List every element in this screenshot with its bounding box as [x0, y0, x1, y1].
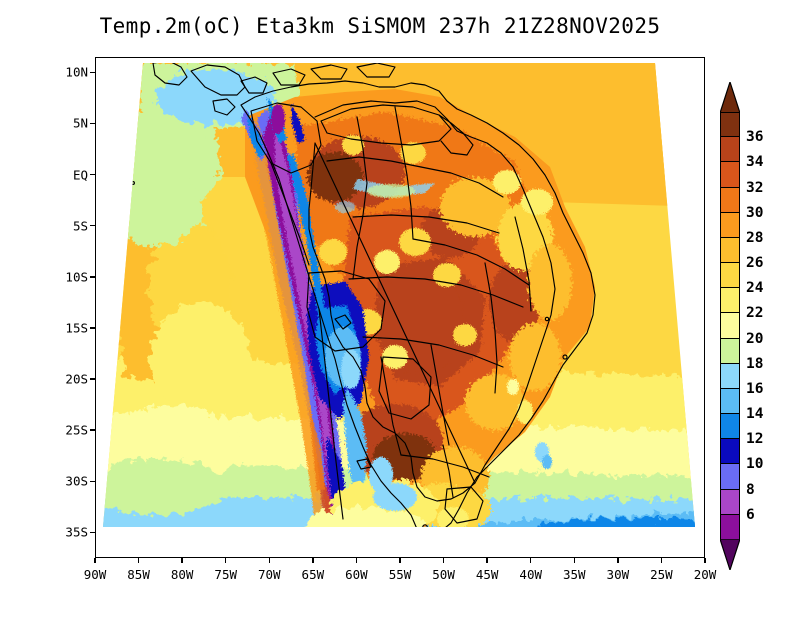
lon-tick [442, 558, 445, 563]
lon-label-40W: 40W [519, 567, 542, 582]
colorbar-band[interactable] [720, 112, 740, 138]
lon-label-55W: 55W [388, 567, 412, 582]
lon-label-80W: 80W [170, 567, 194, 582]
lon-tick [399, 558, 401, 563]
lat-label-10S: 10S [65, 269, 88, 285]
colorbar-label-30: 30 [746, 204, 764, 221]
colorbar-label-24: 24 [746, 280, 764, 297]
colorbar-band[interactable] [720, 212, 740, 238]
map-panel [95, 57, 705, 558]
lon-tick [268, 558, 270, 563]
colorbar-band[interactable] [720, 388, 740, 415]
colorbar[interactable]: 36 34 32 30 28 26 24 22 20 18 16 14 12 10 8 6 [719, 80, 763, 572]
figure-title: Temp.2m(oC) Eta3km SiSMOM 237h 21Z28NOV2… [99, 14, 661, 38]
colorbar-label-34: 34 [746, 154, 764, 171]
lon-tick [94, 558, 96, 563]
colorbar-band[interactable] [720, 489, 740, 515]
lat-tick [90, 429, 95, 431]
colorbar-label-18: 18 [746, 355, 764, 372]
lat-label-5N: 5N [72, 115, 88, 131]
lat-tick [90, 276, 95, 278]
lon-label-70W: 70W [257, 567, 281, 582]
lat-label-20S: 20S [65, 371, 88, 387]
colorbar-band[interactable] [720, 162, 740, 188]
map-plot-area [95, 57, 705, 558]
lon-tick [312, 558, 314, 563]
lon-tick [225, 558, 227, 563]
lat-label-35S: 35S [65, 524, 88, 540]
lon-tick [704, 558, 706, 563]
lon-tick [573, 558, 575, 563]
lon-label-20W: 20W [693, 567, 717, 582]
lon-label-60W: 60W [345, 567, 368, 582]
lon-tick [660, 558, 663, 563]
colorbar-band[interactable] [720, 439, 740, 465]
lon-tick [181, 558, 183, 563]
lon-label-35W: 35W [562, 567, 586, 582]
lon-label-65W: 65W [301, 567, 325, 582]
colorbar-label-8: 8 [746, 481, 755, 498]
lon-tick [530, 558, 532, 563]
lat-label-EQ: EQ [72, 167, 88, 183]
lon-label-30W: 30W [606, 567, 630, 582]
map-frame-border [95, 57, 705, 558]
colorbar-label-14: 14 [746, 406, 764, 423]
colorbar-band[interactable] [720, 137, 740, 163]
lat-tick [90, 327, 95, 329]
colorbar-arrow-min [719, 538, 741, 572]
lat-label-10N: 10N [65, 64, 88, 80]
colorbar-label-12: 12 [746, 431, 764, 448]
lon-tick [486, 558, 488, 563]
lon-label-90W: 90W [83, 567, 107, 582]
lat-tick [90, 71, 95, 74]
colorbar-label-32: 32 [746, 179, 764, 196]
colorbar-label-28: 28 [746, 229, 764, 246]
colorbar-label-26: 26 [746, 255, 764, 272]
colorbar-band[interactable] [720, 414, 740, 440]
lon-label-85W: 85W [127, 567, 150, 582]
colorbar-label-36: 36 [746, 129, 764, 146]
colorbar-label-22: 22 [746, 305, 764, 322]
lat-label-15S: 15S [65, 320, 88, 336]
colorbar-band[interactable] [720, 514, 740, 540]
lat-tick [90, 378, 95, 380]
colorbar-band[interactable] [720, 338, 740, 364]
lon-tick [617, 558, 619, 563]
colorbar-band[interactable] [720, 464, 740, 490]
colorbar-label-16: 16 [746, 380, 764, 397]
colorbar-band[interactable] [720, 288, 740, 314]
lon-label-25W: 25W [650, 567, 673, 582]
lon-label-50W: 50W [432, 567, 455, 582]
temperature-field [95, 57, 705, 558]
lat-tick [90, 122, 95, 125]
lat-label-30S: 30S [65, 473, 88, 489]
colorbar-band[interactable] [720, 263, 740, 289]
colorbar-band[interactable] [720, 237, 740, 264]
colorbar-label-20: 20 [746, 330, 764, 347]
lat-tick [90, 173, 95, 176]
lon-label-75W: 75W [214, 567, 237, 582]
lat-label-5S: 5S [72, 218, 88, 234]
colorbar-label-10: 10 [746, 456, 764, 473]
lat-tick [90, 480, 95, 482]
lon-tick [355, 558, 358, 563]
lon-label-45W: 45W [475, 567, 499, 582]
lat-tick [90, 225, 95, 227]
colorbar-arrow-max [719, 80, 741, 114]
lat-tick [90, 531, 95, 534]
lat-label-25S: 25S [65, 422, 88, 438]
lon-tick [137, 558, 140, 563]
colorbar-band[interactable] [720, 363, 740, 389]
colorbar-label-6: 6 [746, 506, 755, 523]
colorbar-band[interactable] [720, 187, 740, 213]
colorbar-band[interactable] [720, 313, 740, 339]
